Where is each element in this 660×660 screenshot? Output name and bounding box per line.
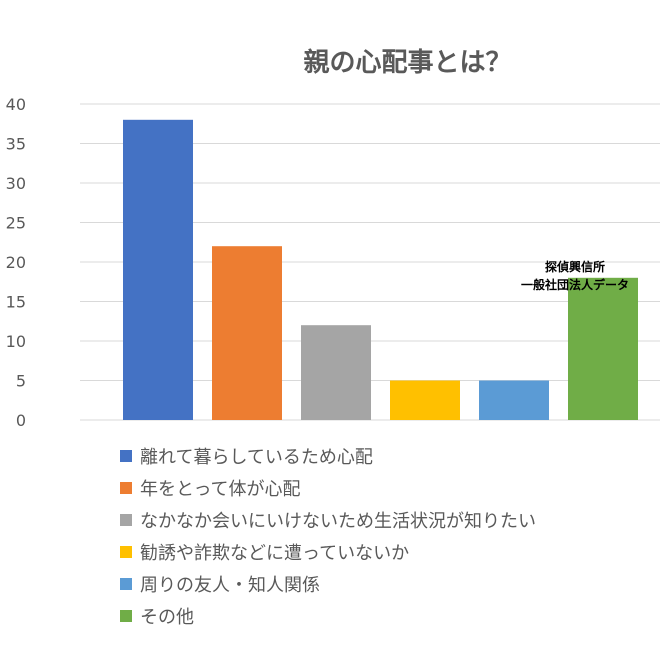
- y-tick-label: 25: [6, 214, 26, 233]
- bar-1: [123, 119, 193, 421]
- legend-swatch: [120, 482, 132, 494]
- legend-swatch: [120, 578, 132, 590]
- legend-label: 勧誘や詐欺などに遭っていないか: [140, 543, 410, 564]
- annotation-line-2: 一般社団法人データ: [520, 278, 629, 292]
- y-tick-label: 40: [6, 95, 26, 114]
- bar-2: [212, 246, 282, 420]
- y-tick-label: 30: [6, 174, 26, 193]
- legend-item: 勧誘や詐欺などに遭っていないか: [120, 536, 536, 568]
- bar-5: [479, 380, 549, 420]
- y-axis-ticks: 0 5 10 15 20 25 30 35 40: [6, 95, 26, 430]
- legend-swatch: [120, 546, 132, 558]
- legend-label: 離れて暮らしているため心配: [140, 447, 373, 468]
- y-tick-label: 35: [6, 135, 26, 154]
- legend-item: 周りの友人・知人関係: [120, 568, 536, 600]
- legend-item: その他: [120, 600, 536, 632]
- bar-3: [301, 325, 371, 420]
- y-tick-label: 15: [6, 293, 26, 312]
- legend-item: なかなか会いにいけないため生活状況が知りたい: [120, 504, 536, 536]
- y-tick-label: 5: [16, 372, 26, 391]
- legend-label: その他: [140, 607, 194, 628]
- legend-label: 年をとって体が心配: [140, 479, 301, 500]
- source-annotation: 探偵興信所 一般社団法人データ: [500, 258, 650, 294]
- y-tick-label: 0: [16, 411, 26, 430]
- legend-swatch: [120, 610, 132, 622]
- y-tick-label: 10: [6, 332, 26, 351]
- bar-4: [390, 380, 460, 420]
- legend-swatch: [120, 450, 132, 462]
- annotation-line-1: 探偵興信所: [544, 260, 605, 274]
- legend-label: 周りの友人・知人関係: [140, 575, 320, 596]
- legend-item: 離れて暮らしているため心配: [120, 440, 536, 472]
- bars: [123, 119, 638, 421]
- chart-title: 親の心配事とは？: [303, 48, 512, 78]
- bar-6: [568, 277, 638, 420]
- legend: 離れて暮らしているため心配 年をとって体が心配なかなか会いにいけないため生活状況が…: [120, 440, 536, 632]
- y-tick-label: 20: [6, 253, 26, 272]
- legend-label: なかなか会いにいけないため生活状況が知りたい: [140, 511, 536, 532]
- legend-swatch: [120, 514, 132, 526]
- bar-chart: 0 5 10 15 20 25 30 35 40: [6, 95, 660, 430]
- legend-item: 年をとって体が心配: [120, 472, 536, 504]
